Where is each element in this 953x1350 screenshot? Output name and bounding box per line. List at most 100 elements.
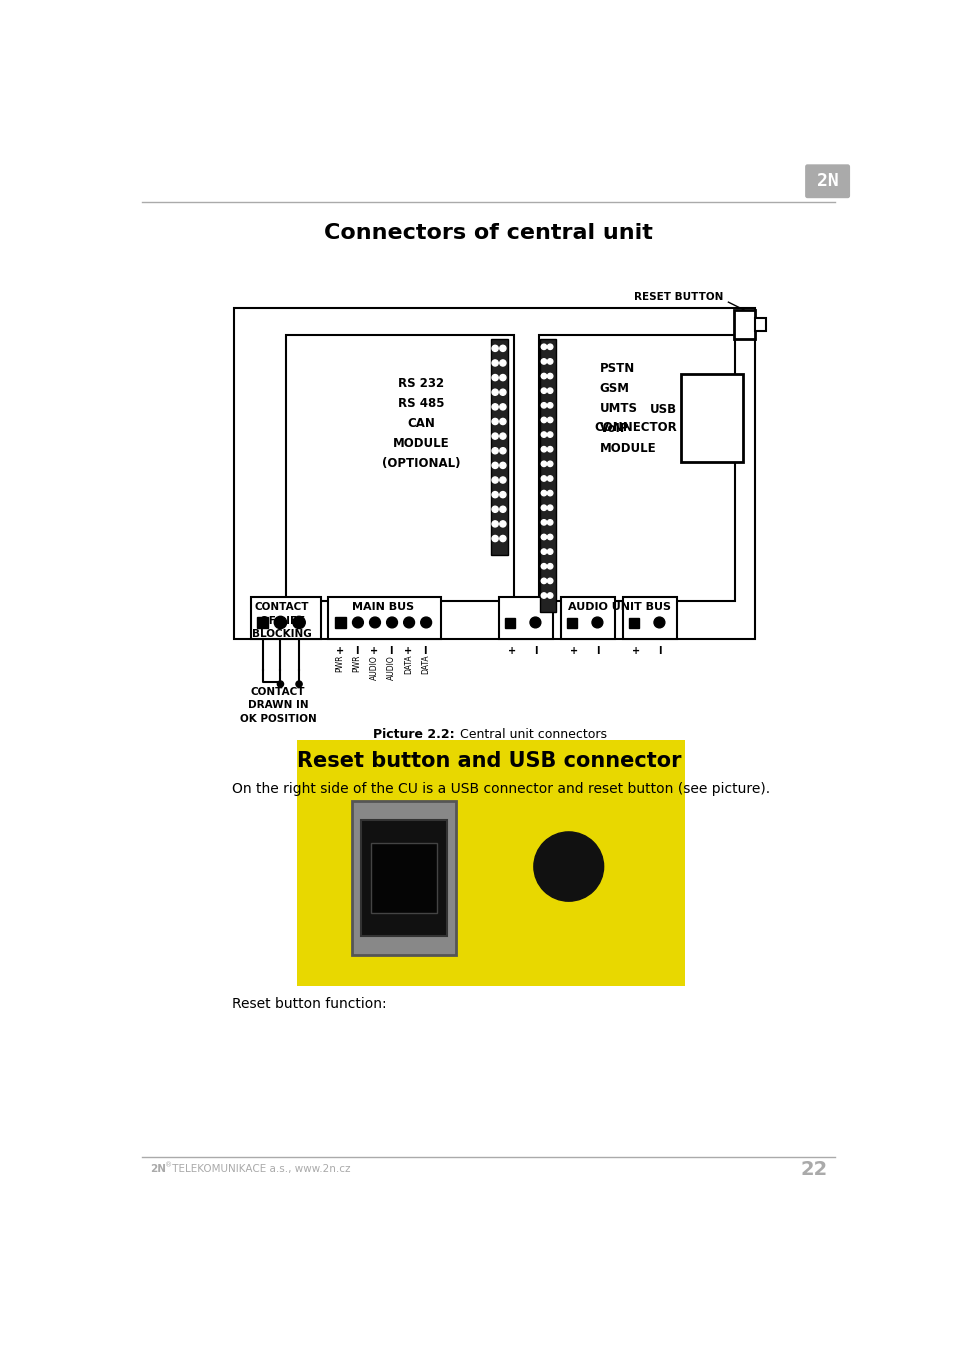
Text: I: I [534,645,537,656]
Circle shape [293,617,305,629]
Circle shape [547,490,553,495]
Text: MAIN BUS: MAIN BUS [352,602,414,613]
Text: PWR: PWR [335,655,344,672]
Circle shape [547,432,553,437]
Circle shape [499,418,505,424]
Circle shape [547,593,553,598]
Circle shape [492,433,497,439]
Circle shape [274,617,286,629]
Circle shape [492,448,497,454]
Text: TELEKOMUNIKACE a.s., www.2n.cz: TELEKOMUNIKACE a.s., www.2n.cz [169,1164,350,1174]
Bar [251,597,320,640]
Circle shape [369,617,380,628]
Circle shape [540,549,546,555]
Circle shape [540,402,546,408]
Bar [622,597,677,640]
Circle shape [540,490,546,495]
Text: Central unit connectors: Central unit connectors [456,728,607,741]
Circle shape [592,617,602,628]
Text: On the right side of the CU is a USB connector and reset button (see picture).: On the right side of the CU is a USB con… [232,782,769,796]
Text: +: + [508,645,516,656]
FancyBboxPatch shape [804,165,849,198]
Circle shape [499,433,505,439]
Circle shape [492,418,497,424]
Text: 2N: 2N [150,1164,166,1174]
Text: PWR: PWR [353,655,361,672]
Circle shape [540,344,546,350]
Text: ®: ® [165,1162,172,1168]
Text: 2N: 2N [816,173,838,190]
Circle shape [499,360,505,366]
Text: Picture 2.2:: Picture 2.2: [373,728,454,741]
Circle shape [654,617,664,628]
Text: DATA: DATA [403,655,413,675]
Circle shape [547,563,553,568]
Circle shape [499,536,505,541]
Bar [286,335,514,601]
Text: +: + [335,645,344,656]
Text: Reset button and USB connector: Reset button and USB connector [296,751,680,771]
Bar [567,618,577,628]
Circle shape [492,360,497,366]
Bar [754,317,765,331]
Text: RESET BUTTON: RESET BUTTON [634,292,723,302]
Circle shape [547,387,553,393]
Circle shape [499,462,505,468]
Circle shape [547,402,553,408]
Bar [560,597,615,640]
Text: +: + [370,645,378,656]
Circle shape [492,506,497,513]
Circle shape [499,346,505,351]
Text: AUDIO: AUDIO [386,655,395,679]
Text: AUDIO: AUDIO [370,655,378,679]
Text: 22: 22 [800,1160,827,1179]
Circle shape [277,680,283,687]
Circle shape [403,617,415,628]
Circle shape [492,374,497,381]
Text: USB
CONNECTOR: USB CONNECTOR [594,402,677,433]
Circle shape [547,447,553,452]
Bar [297,740,684,986]
Circle shape [540,535,546,540]
Circle shape [499,477,505,483]
Circle shape [540,359,546,364]
Bar [257,617,268,628]
Circle shape [540,417,546,423]
Circle shape [492,477,497,483]
Text: +: + [570,645,578,656]
Circle shape [547,374,553,379]
Bar [328,597,440,640]
Circle shape [353,617,363,628]
Text: CONTACT
OF LIFT
BLOCKING: CONTACT OF LIFT BLOCKING [252,602,312,639]
Circle shape [420,617,431,628]
Text: Connectors of central unit: Connectors of central unit [324,223,653,243]
Circle shape [534,832,603,902]
Circle shape [540,563,546,568]
Circle shape [499,448,505,454]
Circle shape [499,389,505,396]
Circle shape [540,447,546,452]
Text: I: I [596,645,599,656]
Circle shape [547,578,553,583]
Circle shape [492,462,497,468]
Circle shape [540,475,546,481]
Bar [680,374,742,462]
Bar [352,801,456,954]
Circle shape [547,359,553,364]
Text: I: I [423,645,427,656]
Text: +: + [404,645,412,656]
Text: AUDIO UNIT BUS: AUDIO UNIT BUS [567,602,670,613]
Circle shape [295,680,302,687]
Bar [539,339,555,613]
Circle shape [530,617,540,628]
Text: RS 232
RS 485
CAN
MODULE
(OPTIONAL): RS 232 RS 485 CAN MODULE (OPTIONAL) [382,377,460,470]
Circle shape [547,535,553,540]
Bar [491,339,508,555]
Bar [629,618,639,628]
Circle shape [540,578,546,583]
Bar [498,597,553,640]
Circle shape [540,462,546,467]
Bar [538,335,735,601]
Text: PSTN
GSM
UMTS
VoIP
MODULE: PSTN GSM UMTS VoIP MODULE [599,362,656,455]
Circle shape [499,374,505,381]
